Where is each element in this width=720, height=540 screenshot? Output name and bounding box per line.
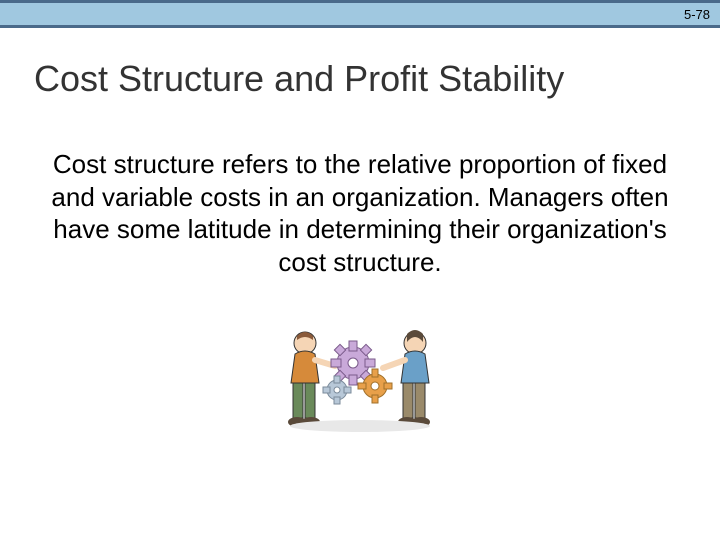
body-paragraph: Cost structure refers to the relative pr… [28, 148, 692, 278]
gears-people-illustration [0, 308, 720, 438]
header-bar: 5-78 [0, 0, 720, 28]
page-number: 5-78 [684, 7, 710, 22]
collaboration-gears-icon [275, 308, 445, 438]
slide-title: Cost Structure and Profit Stability [34, 58, 720, 100]
